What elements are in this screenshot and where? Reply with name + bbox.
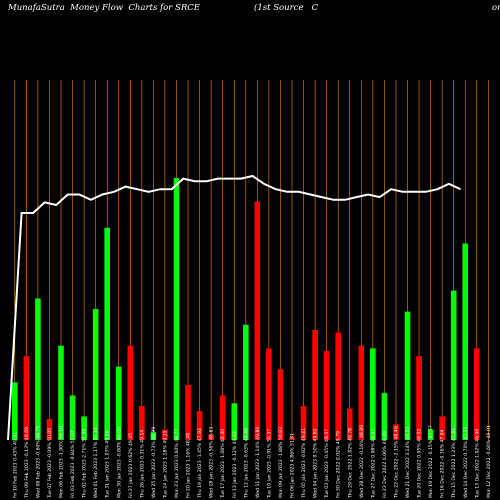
- x-tick-label: Tue 13 Dec 2022 1.92% 46.90: [474, 429, 480, 499]
- money-flow-bar-green: [104, 227, 110, 440]
- money-flow-bar-green: [450, 290, 457, 440]
- chart-title: MunafaSutra Money Flow Charts for SRCE: [8, 3, 200, 13]
- money-flow-bar-red: [162, 429, 168, 440]
- x-tick-label: Tue 17 Jan 2023 -1.08% 48.90: [220, 429, 226, 499]
- money-flow-bar-red: [335, 332, 341, 440]
- x-tick-label: Fri 13 Jan 2023 -0.12% 49.43: [232, 431, 238, 498]
- x-tick-label: Thu 15 Dec 2022 1.23% 47.81: [451, 428, 457, 499]
- x-tick-label: Fri 23 Dec 2022 0.06% 48.49: [382, 431, 388, 498]
- money-flow-bar-green: [462, 243, 469, 440]
- money-flow-bar-red: [474, 348, 480, 440]
- money-flow-bar-red: [300, 405, 307, 440]
- money-flow-bar-red: [416, 356, 422, 440]
- x-tick-label: Fri 27 Jan 2023 0.62% 49.45: [128, 433, 134, 498]
- money-flow-bar-red: [196, 411, 203, 440]
- money-flow-bar-green: [427, 429, 434, 440]
- x-tick-label: Fri 10 Feb 2023 0.43% 49.91: [12, 432, 18, 498]
- x-tick-label: Mon 12 Dec 2022 -0.60% 46.01: [486, 425, 492, 498]
- money-flow-bar-red: [139, 405, 145, 440]
- x-tick-label: Wed 08 Feb 2023 -0.60% 49.75: [35, 426, 41, 498]
- x-tick-label: Thu 22 Dec 2022 -2.15% 48.46: [394, 426, 400, 499]
- money-flow-bar-red: [439, 416, 445, 440]
- money-flow-bar-red: [346, 408, 353, 440]
- company-name: (1st Source C: [254, 3, 319, 13]
- money-flow-bar-green: [173, 178, 180, 440]
- x-tick-label: Thu 29 Dec 2022 1.82% 49.78: [347, 428, 353, 499]
- money-flow-bar-green: [231, 403, 238, 440]
- money-flow-bar-green: [92, 309, 99, 440]
- money-flow-bar-red: [254, 201, 261, 440]
- money-flow-bar-red: [393, 424, 399, 440]
- money-flow-bar-green: [404, 311, 411, 440]
- x-tick-label: Tue 27 Dec 2022 0.98% 48.97: [370, 429, 376, 499]
- x-tick-label: Mon 30 Jan 2023 -0.80% 49.05: [116, 427, 122, 498]
- x-tick-label: Wed 21 Dec 2022 3.14% 49.53: [405, 426, 411, 498]
- money-flow-bars: [12, 178, 480, 440]
- money-flow-bar-red: [23, 356, 30, 440]
- money-flow-bar-red: [266, 348, 272, 440]
- money-flow-bar-red: [46, 419, 53, 440]
- money-flow-bar-red: [323, 350, 330, 440]
- money-flow-bar-red: [219, 395, 226, 440]
- money-flow-bar-green: [35, 298, 41, 440]
- money-flow-bar-green: [12, 382, 18, 440]
- x-tick-label: Tue 10 Jan 2023 -0.91% 50.37: [266, 429, 272, 499]
- x-tick-label: Thu 02 Feb 2023 2.71% 51.50: [82, 429, 88, 499]
- money-flow-bar-red: [289, 437, 295, 440]
- money-flow-bar-red: [358, 345, 365, 440]
- x-tick-label: Tue 20 Dec 2022 0.95% 48.02: [417, 429, 423, 499]
- money-flow-bar-green: [150, 432, 157, 440]
- money-flow-bar-green: [243, 324, 249, 440]
- x-tick-label: Fri 03 Feb 2023 -0.84% 51.07: [70, 430, 76, 498]
- money-flow-bar-red: [208, 434, 214, 440]
- chart-header: MunafaSutra Money Flow Charts for SRCE (…: [8, 3, 500, 19]
- x-tick-label: Wed 28 Dec 2022 -0.16% 48.89: [359, 425, 365, 498]
- x-tick-label: Tue 03 Jan 2023 -0.45% 49.57: [324, 429, 330, 499]
- x-tick-label: Thu 09 Feb 2023 -0.13% 49.69: [24, 427, 30, 499]
- x-tick-label: Fri 06 Jan 2023 4.86% 51.81: [290, 433, 296, 498]
- money-flow-bar-green: [58, 345, 64, 440]
- x-tick-label: Mon 06 Feb 2023 -1.90% 50.10: [59, 426, 65, 498]
- x-tick-label: Thu 12 Jan 2023 -0.63% 49.49: [243, 428, 249, 499]
- x-tick-label: Mon 19 Dec 2022 -0.15% 47.57: [428, 425, 434, 498]
- x-tick-label: Tue 24 Jan 2023 1.18% 49.35: [163, 430, 169, 499]
- x-tick-label: Thu 26 Jan 2023 0.31% 49.14: [139, 430, 145, 499]
- money-flow-bar-green: [81, 416, 87, 440]
- x-tick-label: Thu 05 Jan 2023 -0.82% 49.41: [301, 428, 307, 499]
- x-tick-label: Tue 07 Feb 2023 -0.09% 50.05: [47, 428, 53, 499]
- x-tick-label: Wed 01 Feb 2023 1.17% 50.14: [93, 427, 99, 498]
- x-tick-label: Wed 25 Jan 2023 -0.73% 48.99: [151, 427, 157, 498]
- x-tick-label: Fri 20 Jan 2023 1.16% 48.48: [186, 433, 192, 498]
- money-flow-line: [7, 174, 461, 441]
- x-tick-label: Mon 23 Jan 2023 0.60% 48.77: [174, 429, 180, 498]
- money-flow-bar-red: [185, 384, 191, 440]
- money-flow-bar-green: [381, 392, 388, 440]
- money-flow-bar-green: [115, 366, 122, 440]
- x-tick-label: Wed 04 Jan 2023 0.50% 49.82: [313, 428, 319, 498]
- x-tick-label: Wed 14 Dec 2022 0.70% 47.23: [463, 426, 469, 498]
- x-tick-labels: Fri 10 Feb 2023 0.43% 49.91 Thu 09 Feb 20…: [12, 425, 492, 499]
- money-flow-bar-red: [312, 329, 318, 440]
- money-flow-bar-red: [127, 345, 134, 440]
- x-tick-label: Fri 30 Dec 2022 0.02% 49.79: [336, 431, 342, 498]
- x-tick-label: Mon 09 Jan 2023 -1.88% 50.83: [278, 427, 284, 498]
- money-flow-bar-green: [370, 348, 376, 440]
- x-tick-label: Tue 31 Jan 2023 1.03% 49.56: [105, 430, 111, 499]
- x-tick-label: Wed 11 Jan 2023 -1.14% 49.80: [255, 427, 261, 498]
- header-edge-text: or: [492, 3, 500, 13]
- money-flow-bar-red: [277, 369, 284, 440]
- x-tick-label: Fri 16 Dec 2022 -0.36% 47.64: [440, 429, 446, 498]
- money-flow-bar-green: [69, 395, 76, 440]
- x-tick-label: Wed 18 Jan 2023 -0.56% 48.63: [209, 427, 215, 498]
- money-flow-line-path: [7, 174, 461, 441]
- x-tick-label: Thu 19 Jan 2023 -1.45% 47.92: [197, 428, 203, 499]
